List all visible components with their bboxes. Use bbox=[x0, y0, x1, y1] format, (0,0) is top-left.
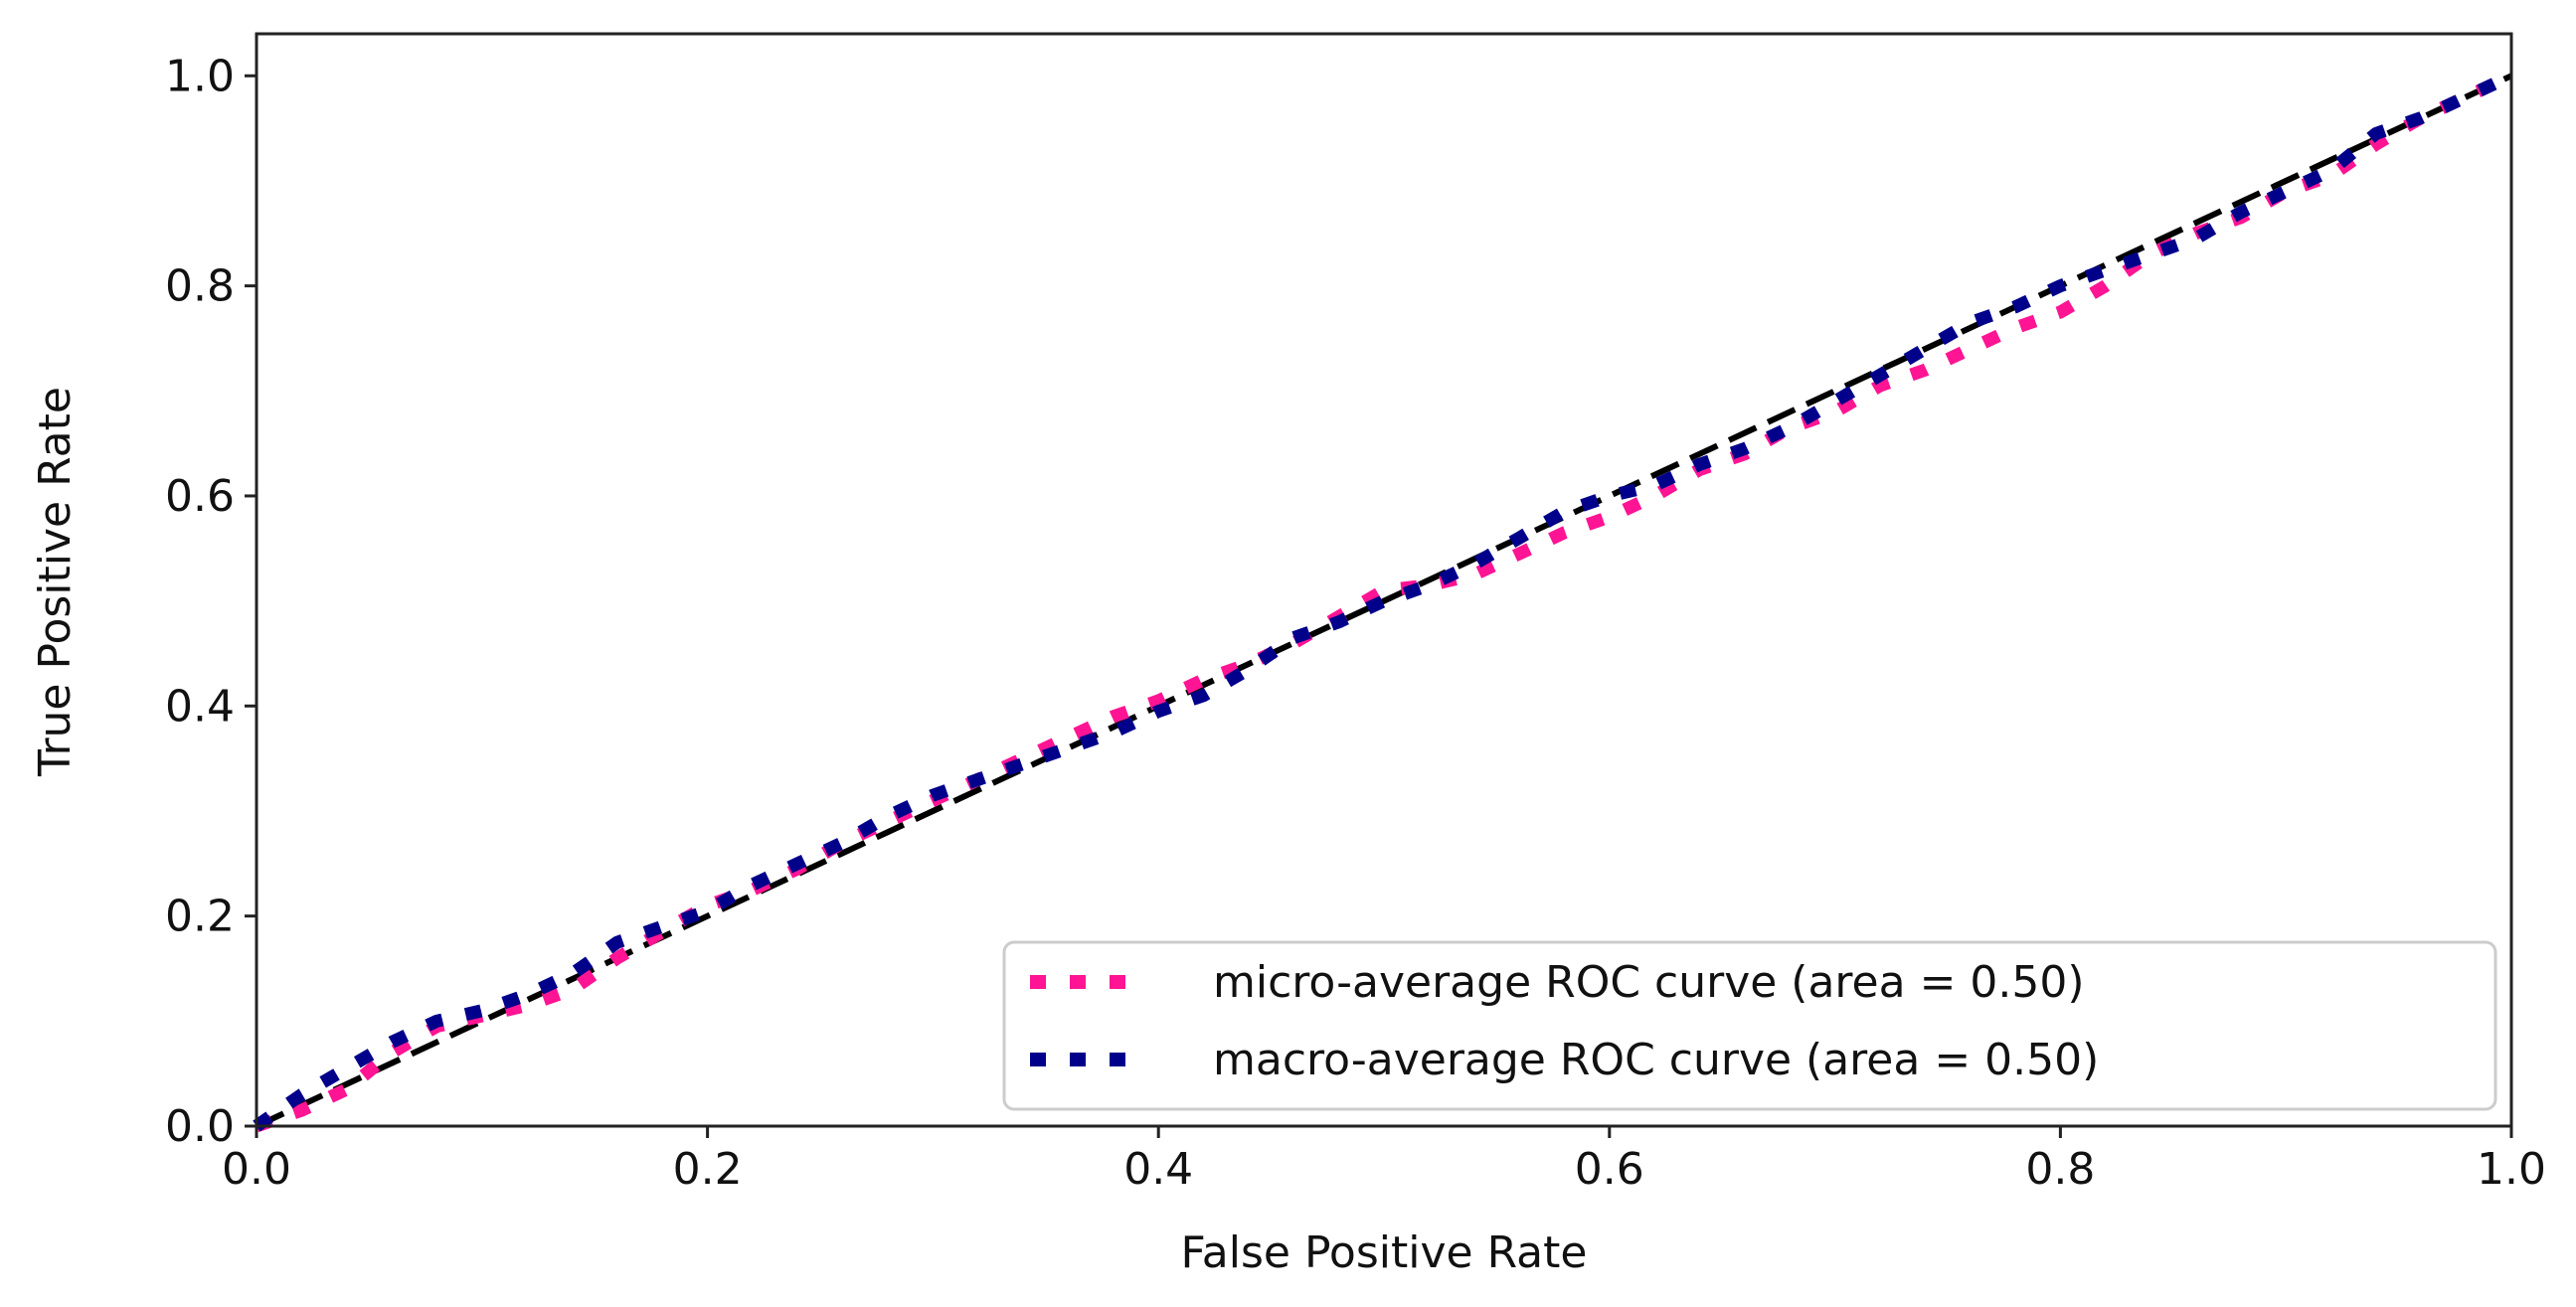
macro-average-roc-line bbox=[253, 70, 2514, 1132]
plot-frame bbox=[255, 32, 2513, 1128]
x-tick-label: 1.0 bbox=[2477, 1144, 2546, 1195]
legend-frame bbox=[1002, 940, 2497, 1111]
y-tick-label: 0.0 bbox=[165, 1101, 235, 1152]
x-axis-title: False Positive Rate bbox=[1181, 1227, 1588, 1278]
x-tick-label: 0.2 bbox=[673, 1144, 743, 1195]
y-tick-label: 0.6 bbox=[165, 471, 235, 522]
x-tick-label: 0.0 bbox=[222, 1144, 291, 1195]
x-tick-label: 0.6 bbox=[1575, 1144, 1644, 1195]
chance-diagonal-line bbox=[255, 73, 2513, 1129]
y-axis-title: True Positive Rate bbox=[30, 387, 81, 777]
legend-label-micro: micro-average ROC curve (area = 0.50) bbox=[1213, 957, 2085, 1008]
y-tick-label: 0.8 bbox=[165, 261, 235, 312]
legend-label-macro: macro-average ROC curve (area = 0.50) bbox=[1213, 1035, 2099, 1085]
x-tick-label: 0.4 bbox=[1123, 1144, 1193, 1195]
y-tick-label: 0.4 bbox=[165, 681, 235, 732]
y-tick-label: 0.2 bbox=[165, 892, 235, 942]
series-layer bbox=[253, 70, 2514, 1133]
x-tick-label: 0.8 bbox=[2025, 1144, 2095, 1195]
legend: micro-average ROC curve (area = 0.50) ma… bbox=[1002, 940, 2497, 1111]
ticks-layer: 0.0 0.2 0.4 0.6 0.8 1.0 0.0 0.2 0.4 0.6 0.8 1.0 bbox=[165, 51, 2546, 1195]
y-tick-label: 1.0 bbox=[165, 51, 235, 101]
